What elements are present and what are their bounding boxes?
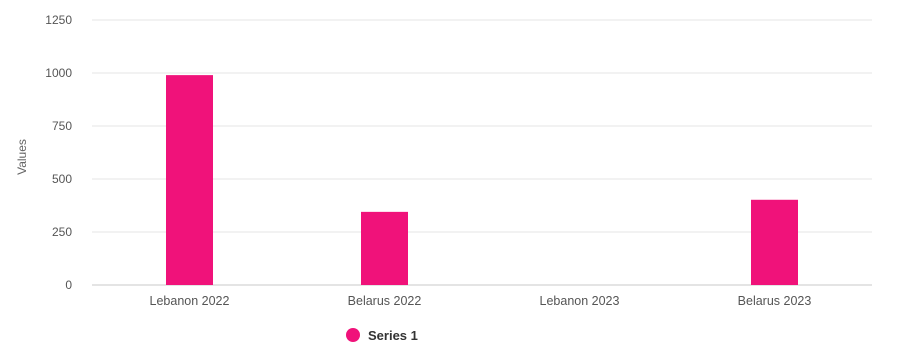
bar-belarus-2022[interactable] [361, 212, 408, 285]
bar-belarus-2023[interactable] [751, 200, 798, 285]
y-axis-ticks: 0 250 500 750 1000 1250 [45, 13, 72, 292]
x-tick-label: Belarus 2022 [348, 294, 422, 308]
x-tick-label: Belarus 2023 [738, 294, 812, 308]
y-axis-title: Values [15, 139, 29, 175]
y-tick-label: 750 [52, 119, 72, 133]
legend-label: Series 1 [368, 328, 418, 343]
bars [166, 75, 798, 285]
y-tick-label: 0 [65, 278, 72, 292]
y-tick-label: 250 [52, 225, 72, 239]
y-tick-label: 1000 [45, 66, 72, 80]
legend-swatch-icon [346, 328, 360, 342]
x-tick-label: Lebanon 2022 [150, 294, 230, 308]
legend[interactable]: Series 1 [346, 328, 418, 343]
x-tick-label: Lebanon 2023 [540, 294, 620, 308]
y-tick-label: 1250 [45, 13, 72, 27]
y-tick-label: 500 [52, 172, 72, 186]
bar-lebanon-2022[interactable] [166, 75, 213, 285]
x-axis-ticks: Lebanon 2022 Belarus 2022 Lebanon 2023 Bela… [150, 294, 812, 308]
